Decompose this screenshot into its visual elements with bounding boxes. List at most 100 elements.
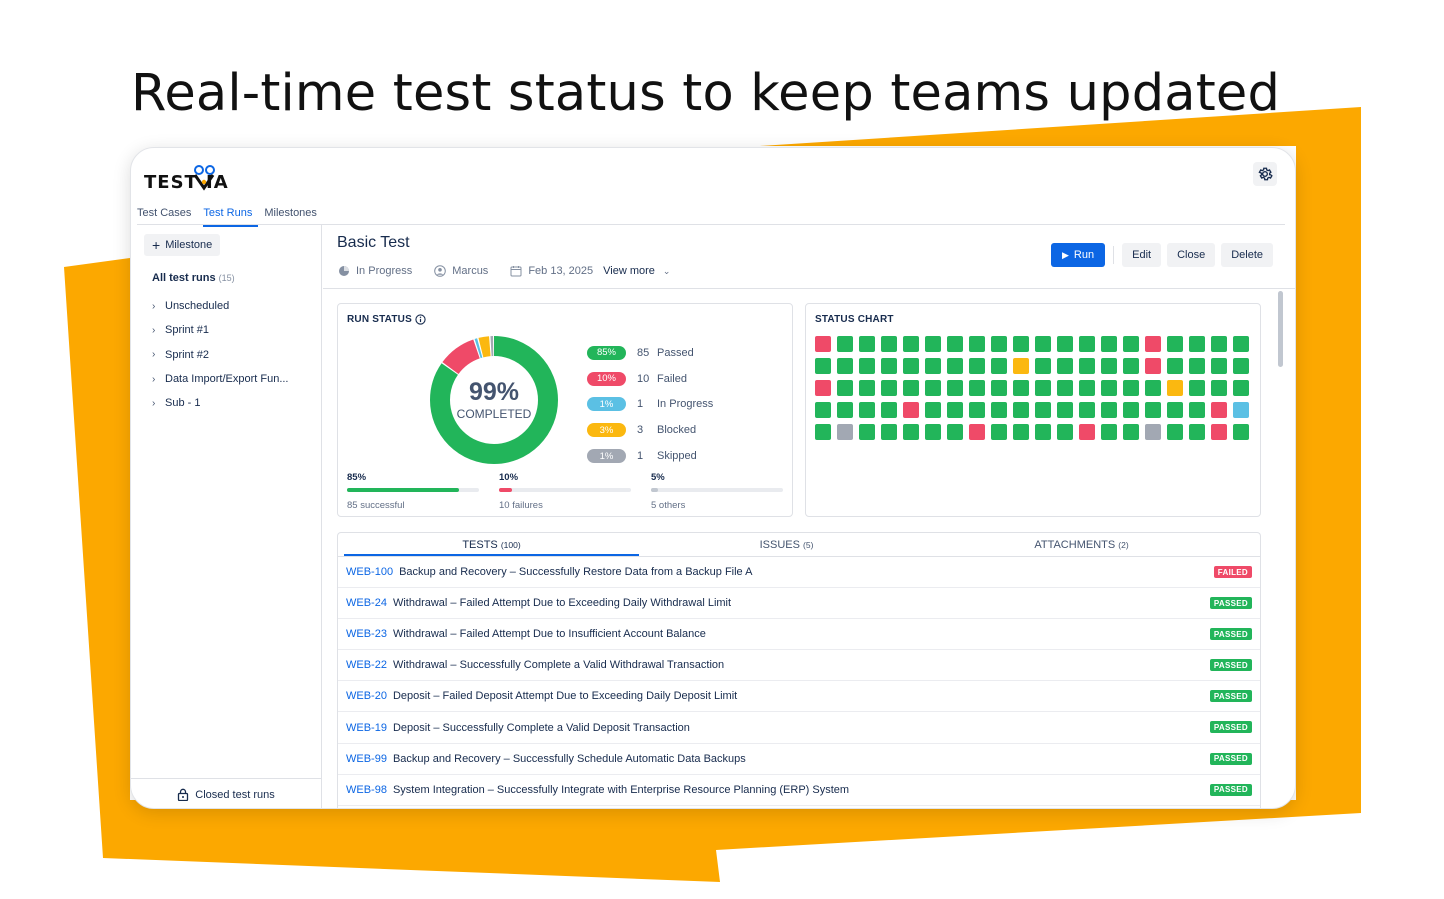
status-cell[interactable] bbox=[859, 358, 875, 374]
sidebar-item-unscheduled[interactable]: › Unscheduled bbox=[152, 294, 289, 318]
status-cell[interactable] bbox=[815, 402, 831, 418]
status-cell[interactable] bbox=[1035, 402, 1051, 418]
status-cell[interactable] bbox=[1035, 380, 1051, 396]
status-cell[interactable] bbox=[969, 358, 985, 374]
test-id-link[interactable]: WEB-99 bbox=[346, 752, 387, 765]
status-cell[interactable] bbox=[1101, 336, 1117, 352]
status-cell[interactable] bbox=[1145, 424, 1161, 440]
chevron-right-icon[interactable]: › bbox=[152, 324, 156, 336]
edit-button[interactable]: Edit bbox=[1122, 243, 1162, 267]
status-cell[interactable] bbox=[881, 336, 897, 352]
status-cell[interactable] bbox=[1035, 424, 1051, 440]
status-cell[interactable] bbox=[1189, 358, 1205, 374]
status-cell[interactable] bbox=[1079, 402, 1095, 418]
status-cell[interactable] bbox=[881, 402, 897, 418]
status-cell[interactable] bbox=[1233, 424, 1249, 440]
status-cell[interactable] bbox=[1057, 380, 1073, 396]
status-cell[interactable] bbox=[1211, 380, 1227, 396]
sidebar-item-sprint-1[interactable]: › Sprint #1 bbox=[152, 318, 289, 342]
status-cell[interactable] bbox=[1233, 402, 1249, 418]
chevron-down-icon[interactable]: ⌄ bbox=[662, 265, 671, 276]
status-cell[interactable] bbox=[1145, 380, 1161, 396]
status-cell[interactable] bbox=[1211, 358, 1227, 374]
status-cell[interactable] bbox=[881, 358, 897, 374]
status-cell[interactable] bbox=[1079, 380, 1095, 396]
close-button[interactable]: Close bbox=[1167, 243, 1216, 267]
status-cell[interactable] bbox=[1013, 402, 1029, 418]
status-cell[interactable] bbox=[1101, 424, 1117, 440]
status-cell[interactable] bbox=[837, 380, 853, 396]
status-cell[interactable] bbox=[1057, 402, 1073, 418]
tab-test-runs[interactable]: Test Runs bbox=[203, 205, 259, 227]
status-cell[interactable] bbox=[991, 358, 1007, 374]
status-cell[interactable] bbox=[1189, 380, 1205, 396]
chevron-right-icon[interactable]: › bbox=[152, 373, 156, 385]
status-cell[interactable] bbox=[1189, 402, 1205, 418]
status-cell[interactable] bbox=[1035, 336, 1051, 352]
status-cell[interactable] bbox=[1167, 402, 1183, 418]
delete-button[interactable]: Delete bbox=[1221, 243, 1273, 267]
status-cell[interactable] bbox=[1013, 380, 1029, 396]
status-cell[interactable] bbox=[903, 336, 919, 352]
status-cell[interactable] bbox=[859, 336, 875, 352]
settings-button[interactable] bbox=[1253, 162, 1277, 186]
sidebar-item-data-import-export[interactable]: › Data Import/Export Fun... bbox=[152, 367, 289, 391]
table-row[interactable]: WEB-99 Backup and Recovery – Successfully… bbox=[338, 744, 1260, 775]
status-cell[interactable] bbox=[1167, 380, 1183, 396]
status-cell[interactable] bbox=[969, 424, 985, 440]
status-cell[interactable] bbox=[1057, 424, 1073, 440]
status-cell[interactable] bbox=[1101, 402, 1117, 418]
table-row[interactable]: WEB-100 Backup and Recovery – Successfull… bbox=[338, 557, 1260, 589]
status-cell[interactable] bbox=[1101, 358, 1117, 374]
status-cell[interactable] bbox=[1013, 424, 1029, 440]
table-row[interactable]: WEB-23 Withdrawal – Failed Attempt Due to… bbox=[338, 619, 1260, 651]
status-cell[interactable] bbox=[947, 424, 963, 440]
status-cell[interactable] bbox=[859, 402, 875, 418]
status-cell[interactable] bbox=[925, 424, 941, 440]
status-cell[interactable] bbox=[991, 424, 1007, 440]
status-cell[interactable] bbox=[837, 402, 853, 418]
status-cell[interactable] bbox=[1167, 358, 1183, 374]
status-cell[interactable] bbox=[1145, 336, 1161, 352]
chevron-right-icon[interactable]: › bbox=[152, 300, 156, 312]
tab-tests[interactable]: TESTS (100) bbox=[344, 533, 639, 556]
status-cell[interactable] bbox=[903, 424, 919, 440]
status-cell[interactable] bbox=[1233, 380, 1249, 396]
table-row[interactable]: WEB-19 Deposit – Successfully Complete a … bbox=[338, 712, 1260, 744]
sidebar-item-sub-1[interactable]: › Sub - 1 bbox=[152, 391, 289, 415]
all-test-runs[interactable]: All test runs (15) bbox=[152, 272, 289, 284]
status-cell[interactable] bbox=[859, 380, 875, 396]
status-cell[interactable] bbox=[1211, 402, 1227, 418]
test-id-link[interactable]: WEB-20 bbox=[346, 690, 387, 703]
status-cell[interactable] bbox=[1123, 336, 1139, 352]
status-cell[interactable] bbox=[1123, 402, 1139, 418]
status-cell[interactable] bbox=[1189, 336, 1205, 352]
run-button[interactable]: ▶ Run bbox=[1051, 243, 1106, 267]
status-cell[interactable] bbox=[1123, 358, 1139, 374]
status-cell[interactable] bbox=[1079, 336, 1095, 352]
info-icon[interactable] bbox=[415, 314, 426, 325]
table-row[interactable]: WEB-24 Withdrawal – Failed Attempt Due to… bbox=[338, 588, 1260, 620]
status-cell[interactable] bbox=[881, 380, 897, 396]
table-row[interactable]: WEB-20 Deposit – Failed Deposit Attempt D… bbox=[338, 681, 1260, 713]
table-row[interactable]: WEB-22 Withdrawal – Successfully Complete… bbox=[338, 650, 1260, 682]
status-cell[interactable] bbox=[1211, 336, 1227, 352]
status-cell[interactable] bbox=[1145, 358, 1161, 374]
test-id-link[interactable]: WEB-23 bbox=[346, 628, 387, 641]
test-id-link[interactable]: WEB-22 bbox=[346, 659, 387, 672]
status-cell[interactable] bbox=[837, 336, 853, 352]
status-cell[interactable] bbox=[1233, 336, 1249, 352]
status-cell[interactable] bbox=[969, 336, 985, 352]
test-id-link[interactable]: WEB-100 bbox=[346, 566, 394, 579]
vertical-scrollbar[interactable] bbox=[1278, 291, 1283, 367]
status-cell[interactable] bbox=[1057, 336, 1073, 352]
status-cell[interactable] bbox=[947, 336, 963, 352]
status-cell[interactable] bbox=[1145, 402, 1161, 418]
status-cell[interactable] bbox=[903, 358, 919, 374]
closed-test-runs-button[interactable]: Closed test runs bbox=[131, 778, 321, 808]
status-cell[interactable] bbox=[1079, 424, 1095, 440]
status-cell[interactable] bbox=[1057, 358, 1073, 374]
status-cell[interactable] bbox=[947, 402, 963, 418]
status-cell[interactable] bbox=[1167, 424, 1183, 440]
status-cell[interactable] bbox=[1189, 424, 1205, 440]
